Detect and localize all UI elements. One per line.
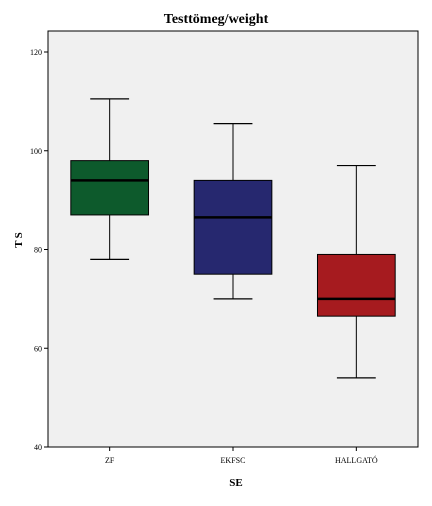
x-axis: ZF EKFSC HALLGATÓ xyxy=(105,447,378,465)
y-tick-label: 40 xyxy=(34,443,42,452)
x-tick-label: EKFSC xyxy=(221,456,246,465)
y-tick-label: 60 xyxy=(34,344,42,353)
box-ekfsc xyxy=(193,122,273,300)
iqr-box xyxy=(316,253,396,317)
box-hallgató xyxy=(316,164,396,379)
box-series xyxy=(70,98,396,379)
x-tick-label: HALLGATÓ xyxy=(335,455,378,465)
x-tick-label: ZF xyxy=(105,456,115,465)
iqr-box xyxy=(70,160,150,216)
y-axis: 40 60 80 100 120 xyxy=(30,48,48,452)
chart-title: Testtömeg/weight xyxy=(164,12,269,27)
box-zf xyxy=(70,98,150,260)
iqr-box xyxy=(193,179,273,275)
x-axis-label: SE xyxy=(229,477,242,489)
y-axis-label: TS xyxy=(13,230,25,247)
y-tick-label: 100 xyxy=(30,147,42,156)
y-tick-label: 120 xyxy=(30,48,42,57)
y-tick-label: 80 xyxy=(34,246,42,255)
